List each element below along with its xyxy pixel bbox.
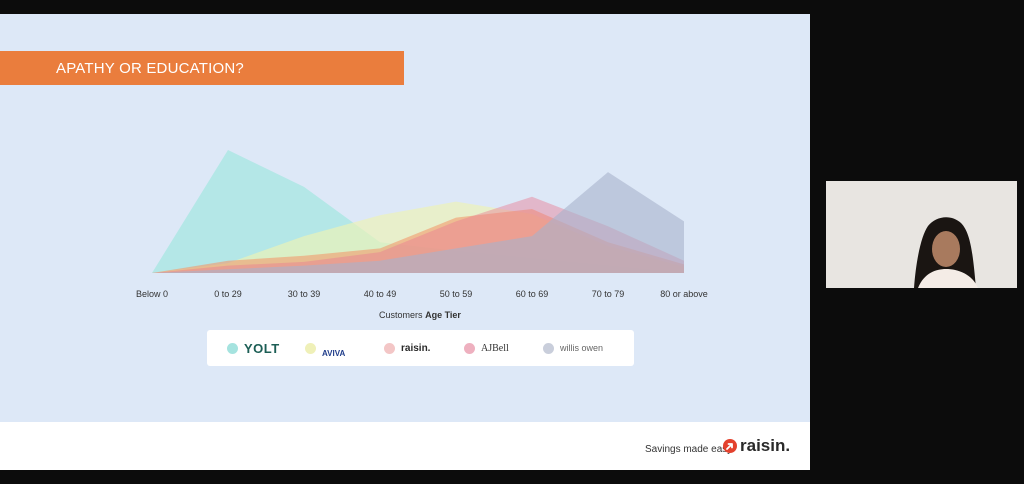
x-axis-label-prefix: Customers (379, 310, 423, 320)
x-tick-label: 70 to 79 (592, 289, 625, 299)
aviva-logo: AVIVA (322, 348, 346, 358)
area-chart: Below 0 0 to 29 30 to 39 40 to 49 50 to 59 60… (136, 150, 708, 299)
raisin-mark-icon (723, 439, 737, 453)
raisin-logo-small: raisin. (401, 342, 431, 354)
legend-swatch-ajbell (464, 342, 475, 354)
footer-tagline: Savings made easy. (645, 444, 735, 455)
x-axis-label-bold: Age Tier (425, 310, 461, 320)
x-axis-label: Customers Age Tier (0, 310, 810, 320)
x-tick-label: 80 or above (660, 289, 708, 299)
legend-item-ajbell: AJBell (464, 330, 509, 366)
legend-swatch-willis-owen (543, 342, 554, 354)
legend-item-willis-owen: willis owen (543, 330, 603, 366)
raisin-logo: raisin. (722, 436, 790, 456)
yolt-logo: YOLT (244, 340, 280, 356)
x-tick-label: 40 to 49 (364, 289, 397, 299)
legend: YOLT AVIVA raisin. AJBell willis owen (207, 330, 634, 366)
x-tick-label: 0 to 29 (214, 289, 242, 299)
x-tick-label: 50 to 59 (440, 289, 473, 299)
legend-swatch-raisin (384, 342, 395, 354)
slide-footer: Savings made easy. raisin. (0, 422, 810, 470)
webcam-video-tile[interactable] (826, 181, 1017, 288)
presenter-avatar-icon (826, 181, 1017, 288)
area-series-0 (152, 150, 684, 273)
legend-item-yolt: YOLT (227, 330, 280, 366)
ajbell-logo: AJBell (481, 342, 509, 354)
legend-item-raisin: raisin. (384, 330, 430, 366)
x-tick-label: 60 to 69 (516, 289, 549, 299)
area-series-4 (152, 172, 684, 273)
x-tick-label: 30 to 39 (288, 289, 321, 299)
willis-owen-logo: willis owen (560, 343, 604, 353)
title-banner: APATHY OR EDUCATION? (0, 51, 404, 85)
raisin-wordmark: raisin. (740, 436, 791, 455)
legend-swatch-aviva (305, 342, 316, 354)
x-tick-label: Below 0 (136, 289, 168, 299)
slide: APATHY OR EDUCATION? Below 0 0 to 29 30 to… (0, 14, 810, 470)
legend-swatch-yolt (227, 342, 238, 354)
slide-title: APATHY OR EDUCATION? (56, 60, 244, 77)
legend-item-aviva: AVIVA (305, 330, 345, 366)
